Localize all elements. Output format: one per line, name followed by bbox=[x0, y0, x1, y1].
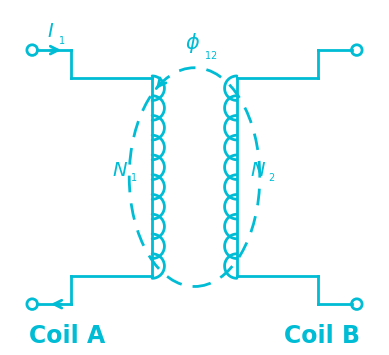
Text: $N$: $N$ bbox=[112, 160, 128, 180]
Text: $\phi$: $\phi$ bbox=[185, 31, 200, 55]
Text: $N$: $N$ bbox=[250, 160, 266, 180]
Text: $_2$: $_2$ bbox=[268, 170, 275, 184]
Text: Coil A: Coil A bbox=[29, 323, 105, 348]
Text: $_1$: $_1$ bbox=[130, 170, 138, 184]
Text: Coil B: Coil B bbox=[284, 323, 359, 348]
Text: $_{12}$: $_{12}$ bbox=[204, 48, 217, 62]
Text: $I$: $I$ bbox=[47, 22, 54, 41]
Text: $_1$: $_1$ bbox=[58, 33, 65, 47]
